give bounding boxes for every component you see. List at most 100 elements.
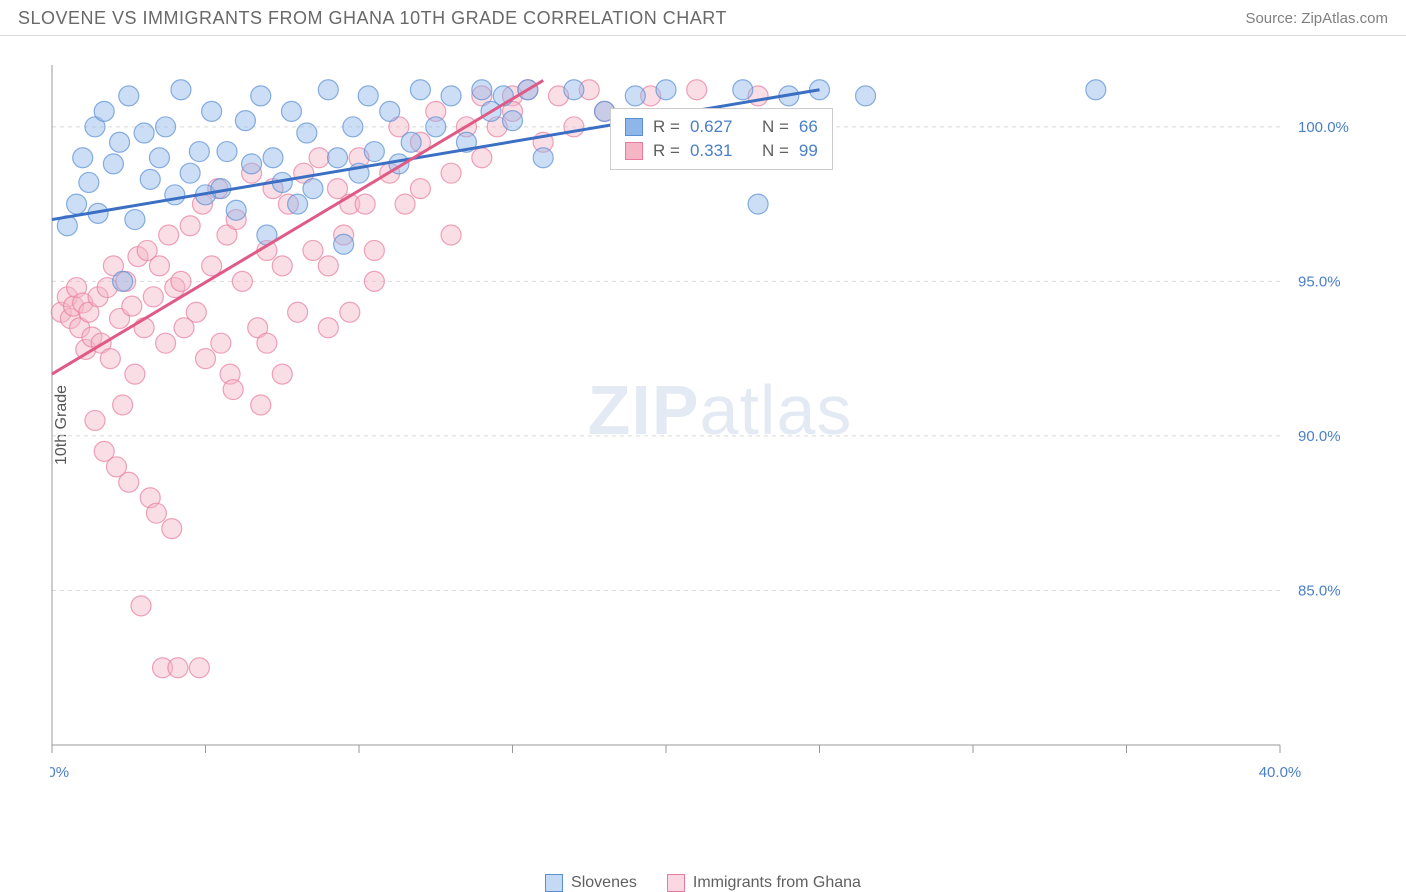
scatter-point bbox=[364, 240, 384, 260]
scatter-point bbox=[441, 163, 461, 183]
scatter-point bbox=[441, 86, 461, 106]
scatter-point bbox=[334, 234, 354, 254]
chart-header: SLOVENE VS IMMIGRANTS FROM GHANA 10TH GR… bbox=[0, 0, 1406, 36]
scatter-point bbox=[85, 410, 105, 430]
legend-item: Immigrants from Ghana bbox=[667, 874, 861, 892]
scatter-point bbox=[125, 210, 145, 230]
scatter-point bbox=[272, 364, 292, 384]
stats-R-label: R = bbox=[653, 117, 680, 137]
scatter-point bbox=[410, 80, 430, 100]
legend-label: Slovenes bbox=[571, 874, 637, 892]
scatter-point bbox=[146, 503, 166, 523]
legend-swatch bbox=[545, 874, 563, 892]
y-tick-label: 95.0% bbox=[1298, 273, 1341, 290]
stats-R-label: R = bbox=[653, 141, 680, 161]
scatter-point bbox=[180, 163, 200, 183]
scatter-point bbox=[656, 80, 676, 100]
scatter-point bbox=[364, 271, 384, 291]
stats-N-value: 99 bbox=[799, 141, 818, 161]
scatter-point bbox=[251, 86, 271, 106]
scatter-point bbox=[232, 271, 252, 291]
stats-row: R = 0.331 N = 99 bbox=[625, 139, 818, 163]
scatter-point bbox=[564, 80, 584, 100]
scatter-point bbox=[251, 395, 271, 415]
legend-swatch bbox=[625, 118, 643, 136]
scatter-point bbox=[733, 80, 753, 100]
scatter-point bbox=[110, 132, 130, 152]
chart-source: Source: ZipAtlas.com bbox=[1245, 10, 1388, 27]
scatter-point bbox=[441, 225, 461, 245]
stats-legend: R =0.627 N =66R =0.331 N =99 bbox=[610, 108, 833, 170]
scatter-point bbox=[748, 194, 768, 214]
scatter-point bbox=[426, 117, 446, 137]
scatter-point bbox=[309, 148, 329, 168]
scatter-point bbox=[180, 216, 200, 236]
scatter-point bbox=[94, 101, 114, 121]
scatter-point bbox=[288, 302, 308, 322]
stats-R-value: 0.331 bbox=[690, 141, 733, 161]
scatter-point bbox=[625, 86, 645, 106]
scatter-point bbox=[687, 80, 707, 100]
bottom-legend: Slovenes Immigrants from Ghana bbox=[0, 874, 1406, 892]
scatter-point bbox=[355, 194, 375, 214]
scatter-point bbox=[196, 349, 216, 369]
scatter-point bbox=[156, 333, 176, 353]
scatter-point bbox=[202, 101, 222, 121]
scatter-point bbox=[103, 154, 123, 174]
scatter-point bbox=[143, 287, 163, 307]
scatter-point bbox=[119, 86, 139, 106]
scatter-point bbox=[472, 80, 492, 100]
stats-R-value: 0.627 bbox=[690, 117, 733, 137]
scatter-point bbox=[149, 256, 169, 276]
scatter-point bbox=[318, 80, 338, 100]
scatter-point bbox=[171, 80, 191, 100]
stats-row: R =0.627 N =66 bbox=[625, 115, 818, 139]
scatter-point bbox=[856, 86, 876, 106]
scatter-point bbox=[410, 179, 430, 199]
chart-title: SLOVENE VS IMMIGRANTS FROM GHANA 10TH GR… bbox=[18, 8, 727, 29]
scatter-point bbox=[533, 148, 553, 168]
scatter-point bbox=[119, 472, 139, 492]
scatter-point bbox=[503, 111, 523, 131]
x-tick-label: 0.0% bbox=[50, 764, 69, 781]
scatter-point bbox=[140, 169, 160, 189]
scatter-point bbox=[364, 142, 384, 162]
stats-N-label: N = bbox=[762, 141, 789, 161]
scatter-point bbox=[134, 123, 154, 143]
y-tick-label: 85.0% bbox=[1298, 582, 1341, 599]
scatter-point bbox=[113, 271, 133, 291]
scatter-point bbox=[149, 148, 169, 168]
trend-line bbox=[52, 80, 543, 374]
scatter-point bbox=[223, 380, 243, 400]
scatter-point bbox=[235, 111, 255, 131]
scatter-point bbox=[159, 225, 179, 245]
scatter-point bbox=[303, 240, 323, 260]
scatter-point bbox=[211, 333, 231, 353]
scatter-point bbox=[226, 200, 246, 220]
scatter-point bbox=[189, 142, 209, 162]
scatter-point bbox=[165, 185, 185, 205]
scatter-point bbox=[125, 364, 145, 384]
scatter-point bbox=[171, 271, 191, 291]
scatter-point bbox=[122, 296, 142, 316]
scatter-point bbox=[401, 132, 421, 152]
scatter-point bbox=[113, 395, 133, 415]
scatter-point bbox=[318, 256, 338, 276]
scatter-point bbox=[281, 101, 301, 121]
scatter-point bbox=[189, 658, 209, 678]
scatter-point bbox=[328, 148, 348, 168]
scatter-point bbox=[297, 123, 317, 143]
scatter-point bbox=[340, 302, 360, 322]
scatter-point bbox=[343, 117, 363, 137]
stats-N-label: N = bbox=[762, 117, 789, 137]
scatter-point bbox=[395, 194, 415, 214]
scatter-point bbox=[242, 154, 262, 174]
chart-area: 10th Grade 85.0%90.0%95.0%100.0%0.0%40.0… bbox=[50, 45, 1390, 805]
scatter-point bbox=[303, 179, 323, 199]
scatter-point bbox=[67, 194, 87, 214]
scatter-point bbox=[257, 333, 277, 353]
legend-swatch bbox=[625, 142, 643, 160]
legend-item: Slovenes bbox=[545, 874, 637, 892]
legend-label: Immigrants from Ghana bbox=[693, 874, 861, 892]
scatter-point bbox=[358, 86, 378, 106]
